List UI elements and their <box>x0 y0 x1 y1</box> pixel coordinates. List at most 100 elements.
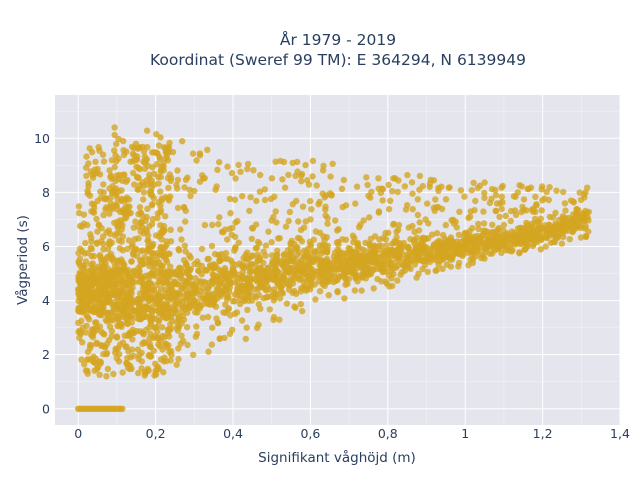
data-point <box>507 217 514 225</box>
data-point <box>584 184 591 191</box>
data-point <box>214 319 222 326</box>
data-point <box>382 230 389 237</box>
data-point <box>93 215 100 223</box>
data-point <box>553 187 560 194</box>
data-point <box>435 184 442 192</box>
data-point <box>146 324 153 331</box>
data-point <box>76 334 83 341</box>
data-point <box>143 127 151 134</box>
data-point <box>229 326 236 333</box>
data-point <box>198 262 205 270</box>
data-point <box>82 329 90 336</box>
data-point <box>512 211 520 218</box>
data-point <box>156 155 164 163</box>
data-point <box>270 213 277 221</box>
data-point <box>363 174 370 181</box>
data-point <box>214 285 222 292</box>
data-point <box>137 262 144 269</box>
data-point <box>83 312 90 320</box>
data-point <box>225 294 232 301</box>
data-point <box>128 143 136 151</box>
data-point <box>330 278 337 286</box>
data-point <box>232 261 239 269</box>
data-point <box>224 163 231 170</box>
data-point <box>222 309 229 316</box>
data-point <box>244 160 252 168</box>
data-point <box>111 219 118 226</box>
data-point <box>242 335 249 343</box>
data-point <box>270 316 277 323</box>
data-point <box>307 242 314 250</box>
data-point <box>387 197 394 204</box>
data-point <box>404 171 411 179</box>
data-point <box>157 134 164 141</box>
data-point <box>129 298 137 305</box>
data-point <box>475 225 482 233</box>
data-point <box>127 362 134 370</box>
data-point <box>118 238 125 245</box>
data-point <box>365 192 372 199</box>
data-point <box>312 296 319 303</box>
data-point <box>319 167 327 174</box>
data-point <box>531 220 539 227</box>
data-point <box>254 238 262 246</box>
data-point <box>493 200 501 207</box>
data-point <box>129 326 136 333</box>
data-point <box>160 313 167 321</box>
data-point <box>536 220 543 227</box>
data-point <box>176 264 183 271</box>
data-point <box>235 161 242 169</box>
data-point <box>439 265 446 273</box>
data-point <box>158 236 165 243</box>
data-point <box>261 196 269 204</box>
data-point <box>182 218 189 225</box>
data-point <box>106 210 113 217</box>
data-point <box>179 138 186 145</box>
data-point <box>288 250 295 257</box>
data-point <box>388 262 395 269</box>
data-point <box>296 249 303 256</box>
data-point <box>539 197 546 204</box>
data-point <box>191 260 198 268</box>
data-point <box>153 161 160 168</box>
data-point <box>252 261 259 268</box>
data-point <box>105 227 113 234</box>
data-point <box>140 189 148 196</box>
data-point <box>216 266 223 273</box>
data-point <box>119 405 126 412</box>
data-point <box>341 295 348 302</box>
data-point <box>253 197 260 205</box>
data-point <box>107 194 114 201</box>
data-point <box>252 221 260 228</box>
x-tick-label: 0,8 <box>378 426 398 441</box>
data-point <box>477 234 484 242</box>
data-point <box>115 358 123 365</box>
data-point <box>577 222 584 229</box>
data-point <box>82 258 90 265</box>
data-point <box>203 267 210 274</box>
data-point <box>151 372 158 379</box>
data-point <box>110 370 117 378</box>
data-point <box>190 290 198 298</box>
data-point <box>187 254 194 261</box>
data-point <box>167 271 174 278</box>
data-point <box>561 200 569 207</box>
data-point <box>88 200 96 207</box>
data-point <box>538 207 545 214</box>
data-point <box>211 297 218 304</box>
data-point <box>213 183 220 190</box>
data-point <box>460 233 468 241</box>
data-point <box>85 179 92 187</box>
data-point <box>180 257 188 264</box>
data-point <box>303 277 310 285</box>
data-point <box>157 202 164 209</box>
data-point <box>513 240 520 247</box>
data-point <box>430 241 438 248</box>
data-point <box>383 247 390 254</box>
data-point <box>173 361 180 368</box>
data-point <box>409 256 417 263</box>
data-point <box>273 219 280 226</box>
data-point <box>257 256 264 264</box>
data-point <box>83 172 90 179</box>
data-point <box>209 221 216 229</box>
